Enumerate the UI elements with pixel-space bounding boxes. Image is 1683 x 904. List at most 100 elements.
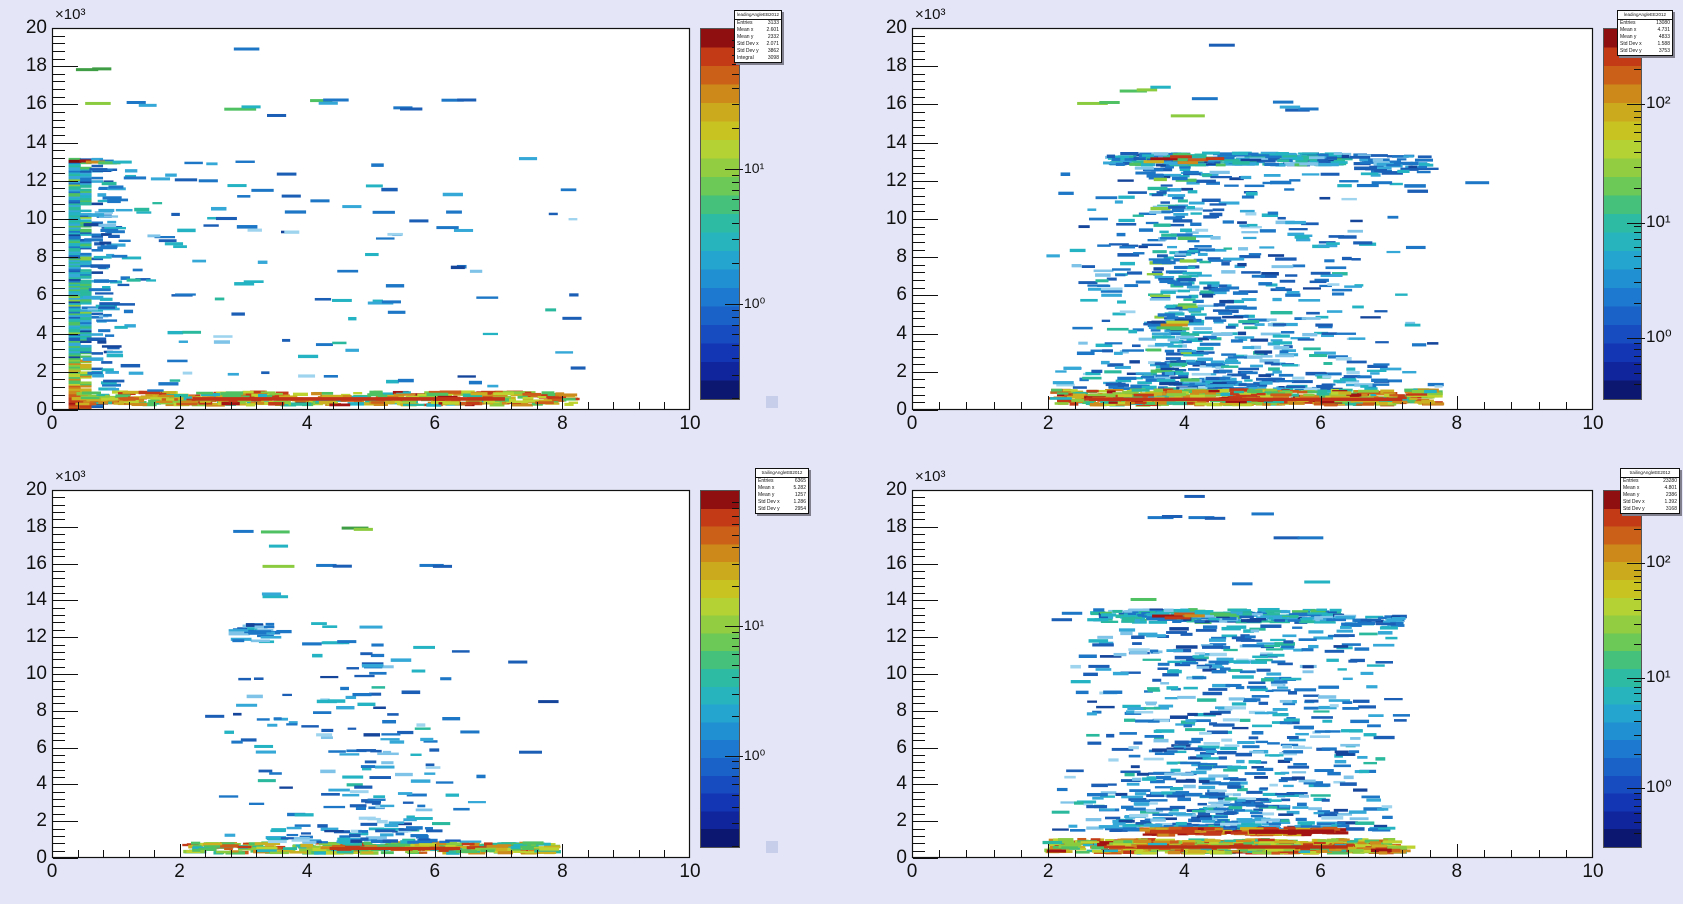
palette-tick (732, 324, 739, 326)
stats-value: 1.588 (1657, 41, 1670, 47)
palette-tick (1634, 256, 1641, 258)
pad-grip (766, 841, 778, 853)
palette-tick (1634, 529, 1641, 531)
stats-title: leadingAngleEB2012 (735, 11, 781, 20)
stats-value: 23280 (1663, 478, 1677, 484)
stats-value: 1.392 (1664, 499, 1677, 505)
palette-tick (1627, 337, 1645, 339)
pad-top-right[interactable]: 0 2 4 6 8 10 12 14 16 18 20 0 2 4 6 8 10 ×10³ 10² 10¹ 10⁰ le… (841, 0, 1683, 452)
palette-tick (732, 784, 739, 786)
stats-key: Entries (1620, 20, 1636, 26)
palette-tick (1634, 141, 1641, 143)
stats-row: Entries 23280 (1621, 478, 1679, 485)
stats-value: 2.071 (766, 41, 779, 47)
palette-tick (1634, 575, 1641, 577)
palette-tick (732, 823, 739, 825)
stats-row: Mean y 2332 (735, 34, 781, 41)
palette-tick (1634, 187, 1641, 189)
pad-top-left[interactable]: 0 2 4 6 8 10 12 14 16 18 20 0 2 4 6 8 10 ×10³ 10¹ 10⁰ leadi… (0, 0, 841, 452)
palette-tick (732, 398, 739, 400)
palette-tick (732, 74, 739, 76)
palette-tick (732, 263, 739, 265)
palette-tick (1634, 124, 1641, 126)
stats-row: Std Dev x 1.392 (1621, 499, 1679, 506)
stats-value: 6365 (794, 478, 806, 484)
palette-tick (1634, 131, 1641, 133)
stats-key: Std Dev y (758, 506, 780, 512)
palette-tick (1634, 302, 1641, 304)
stats-key: Mean y (737, 34, 754, 40)
palette-tick (1634, 152, 1641, 154)
stats-box[interactable]: leadingAngleEB2012 Entries 3133 Mean x 2.601… (734, 10, 782, 63)
stats-title: trailingAngleEB2012 (756, 469, 808, 478)
stats-key: Mean x (737, 27, 754, 33)
palette-tick (732, 716, 739, 718)
palette-tick (1627, 222, 1645, 224)
stats-value: 4.731 (1657, 27, 1670, 33)
palette-tick (1634, 349, 1641, 351)
pad-bottom-right[interactable]: 0 2 4 6 8 10 12 14 16 18 20 0 2 4 6 8 10 ×10³ 10² 10¹ 10⁰ tr… (841, 452, 1683, 904)
palette-tick (1634, 246, 1641, 248)
color-palette-bar[interactable] (700, 28, 743, 400)
palette-tick (1634, 833, 1641, 835)
stats-value: 3753 (1658, 48, 1670, 54)
stats-value: 3168 (1665, 506, 1677, 512)
palette-tick (1634, 754, 1641, 756)
palette-tick (1634, 609, 1641, 611)
palette-tick (732, 239, 739, 241)
palette-tick (1627, 563, 1645, 565)
pad-bottom-left[interactable]: 0 2 4 6 8 10 12 14 16 18 20 0 2 4 6 8 10 ×10³ 10¹ 10⁰ trail… (0, 452, 841, 904)
palette-tick (1627, 788, 1645, 790)
stats-value: 2386 (1665, 492, 1677, 498)
palette-tick (1634, 686, 1641, 688)
palette-tick (732, 677, 739, 679)
palette-tick (732, 316, 739, 318)
palette-tick (732, 344, 739, 346)
palette-tick (732, 515, 739, 517)
palette-tick (1634, 570, 1641, 572)
histogram-top-right[interactable] (841, 0, 1683, 452)
palette-tick (732, 638, 739, 640)
color-palette-bar[interactable] (700, 490, 743, 848)
stats-key: Entries (1623, 478, 1639, 484)
palette-tick (1634, 226, 1641, 228)
stats-value: 4833 (1658, 34, 1670, 40)
palette-tick (725, 303, 743, 305)
palette-tick (732, 333, 739, 335)
palette-tick (1634, 167, 1641, 169)
palette-tick (1634, 384, 1641, 386)
stats-key: Std Dev x (1620, 41, 1642, 47)
palette-tick (732, 524, 739, 526)
palette-tick (732, 310, 739, 312)
palette-tick (732, 63, 739, 65)
color-palette-bar[interactable] (1603, 28, 1645, 400)
stats-box[interactable]: leadingAngleEE2012 Entries 13080 Mean x 4.73… (1617, 10, 1673, 56)
palette-tick (732, 807, 739, 809)
palette-tick (1634, 720, 1641, 722)
stats-value: 3862 (767, 48, 779, 54)
stats-key: Entries (737, 20, 753, 26)
palette-tick (732, 645, 739, 647)
palette-tick (732, 128, 739, 130)
palette-tick (732, 181, 739, 183)
palette-tick (1634, 822, 1641, 824)
palette-tick (732, 357, 739, 359)
histogram-bottom-right[interactable] (841, 452, 1683, 904)
stats-row: Std Dev x 1.286 (756, 499, 808, 506)
color-palette-bar[interactable] (1603, 490, 1645, 848)
palette-tick (1634, 343, 1641, 345)
stats-row: Mean x 2.601 (735, 27, 781, 34)
stats-value: 5.282 (793, 485, 806, 491)
palette-tick (1634, 799, 1641, 801)
palette-tick (732, 654, 739, 656)
stats-value: 2954 (794, 506, 806, 512)
palette-tick (1634, 68, 1641, 70)
palette-tick (1627, 677, 1645, 679)
stats-box[interactable]: trailingAngleEE2012 Entries 23280 Mean x 4.8… (1620, 468, 1680, 514)
palette-tick (732, 693, 739, 695)
stats-value: 1.286 (793, 499, 806, 505)
stats-box[interactable]: trailingAngleEB2012 Entries 6365 Mean x 5.28… (755, 468, 809, 514)
stats-row: Mean y 1257 (756, 492, 808, 499)
stats-row: Std Dev y 2954 (756, 506, 808, 513)
